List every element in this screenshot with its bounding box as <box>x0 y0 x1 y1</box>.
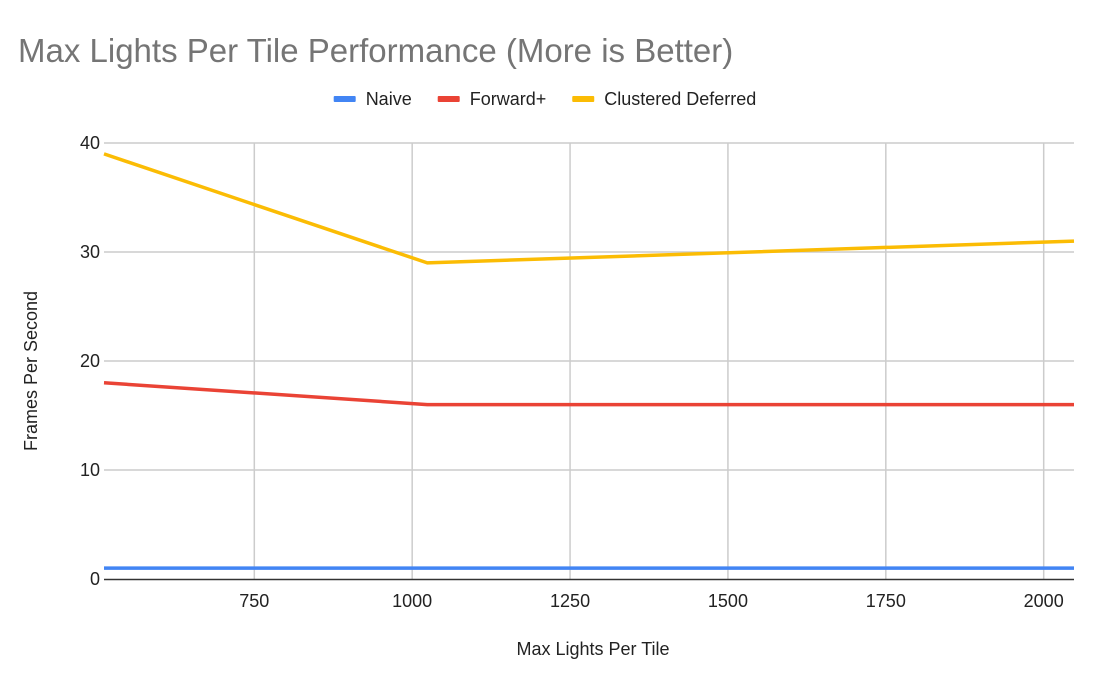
y-tick-label: 40 <box>80 133 100 153</box>
x-tick-label: 2000 <box>1024 591 1064 611</box>
legend-swatch <box>572 96 595 102</box>
x-tick-label: 1000 <box>392 591 432 611</box>
legend-swatch <box>333 96 356 102</box>
x-tick-label: 1500 <box>708 591 748 611</box>
series-line-forward <box>103 381 1074 407</box>
legend-label: Forward+ <box>470 89 547 109</box>
series-lines <box>103 152 1075 570</box>
legend-label: Naive <box>366 89 412 109</box>
y-axis-label: Frames Per Second <box>21 291 41 451</box>
legend-item-forward: Forward+ <box>437 89 547 109</box>
legend-item-naive: Naive <box>333 89 412 109</box>
axis-ticks: 0 10 20 30 40 750 1000 1250 1500 1750 2000 <box>80 133 1064 611</box>
chart-title: Max Lights Per Tile Performance (More is… <box>18 32 733 69</box>
legend: Naive Forward+ Clustered Deferred <box>333 89 756 109</box>
gridlines <box>104 142 1074 579</box>
y-tick-label: 30 <box>80 242 100 262</box>
x-axis-label: Max Lights Per Tile <box>516 639 669 659</box>
x-tick-label: 750 <box>239 591 269 611</box>
y-tick-label: 10 <box>80 460 100 480</box>
legend-item-clustered-deferred: Clustered Deferred <box>572 89 756 109</box>
x-tick-label: 1750 <box>866 591 906 611</box>
series-line-clustered-deferred <box>103 152 1075 265</box>
legend-swatch <box>437 96 460 102</box>
y-tick-label: 0 <box>90 569 100 589</box>
y-tick-label: 20 <box>80 351 100 371</box>
x-tick-label: 1250 <box>550 591 590 611</box>
legend-label: Clustered Deferred <box>604 89 756 109</box>
